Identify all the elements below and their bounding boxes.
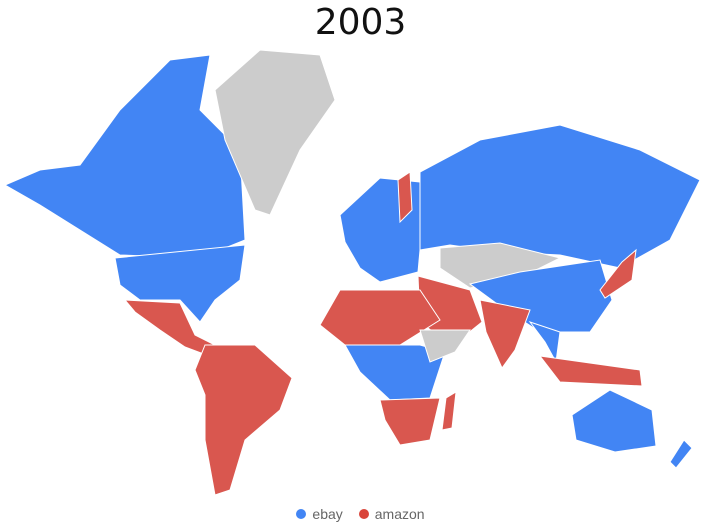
region-greenland[interactable] xyxy=(214,49,336,216)
region-japan[interactable] xyxy=(599,248,637,299)
region-southern-africa[interactable] xyxy=(379,397,441,446)
amazon-dot-icon xyxy=(358,509,369,519)
legend-item-amazon[interactable]: amazon xyxy=(358,506,425,522)
region-usa[interactable] xyxy=(114,244,246,323)
legend: ebay amazon xyxy=(0,506,721,522)
region-madagascar[interactable] xyxy=(441,391,457,431)
legend-label: ebay xyxy=(312,506,343,522)
region-new-zealand[interactable] xyxy=(669,439,693,469)
region-russia[interactable] xyxy=(419,124,701,269)
region-india[interactable] xyxy=(479,299,531,369)
legend-item-ebay[interactable]: ebay xyxy=(296,506,343,522)
region-australia[interactable] xyxy=(571,389,657,453)
ebay-dot-icon xyxy=(296,509,307,519)
region-south-america[interactable] xyxy=(194,344,293,496)
region-horn-africa[interactable] xyxy=(419,329,471,363)
region-indonesia[interactable] xyxy=(538,355,643,387)
year-title: 2003 xyxy=(314,2,407,43)
legend-label: amazon xyxy=(374,506,425,522)
region-canada[interactable] xyxy=(3,54,246,259)
region-finland[interactable] xyxy=(397,171,413,224)
